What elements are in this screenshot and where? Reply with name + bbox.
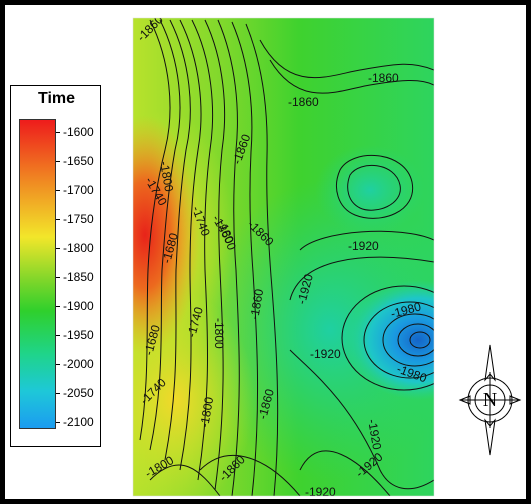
legend-tick [56, 161, 60, 162]
legend-title: Time [37, 90, 76, 107]
contour-label: -1920 [348, 239, 379, 253]
legend-tick-label: -1900 [63, 299, 94, 313]
legend-tick [56, 306, 60, 307]
color-legend: Time -1600 -1650 -1700 -1750 -1800 -1850… [10, 85, 101, 447]
legend-tick [56, 190, 60, 191]
contour-label: -1860 [247, 288, 266, 321]
legend-tick [56, 393, 60, 394]
compass-north-letter: N [483, 389, 497, 411]
contour-label: -1800 [212, 318, 226, 349]
contour-lines [139, 19, 434, 496]
legend-tick-label: -1600 [63, 125, 94, 139]
legend-tick-label: -1950 [63, 328, 94, 342]
contour-label: -1920 [305, 485, 336, 499]
contour-label: -1920 [365, 418, 384, 451]
map-area: -1860 -1860 -1860 -1860 -1860 -1800 -174… [133, 18, 434, 499]
contour-label: -1800 [157, 160, 176, 193]
legend-tick-label: -2100 [63, 415, 94, 429]
legend-tick [56, 422, 60, 423]
legend-tick-label: -1750 [63, 212, 94, 226]
legend-tick-label: -1700 [63, 183, 94, 197]
legend-tick-label: -2000 [63, 357, 94, 371]
legend-tick [56, 248, 60, 249]
legend-tick-label: -1650 [63, 154, 94, 168]
legend-tick [56, 335, 60, 336]
legend-tick [56, 219, 60, 220]
contour-label: -1860 [288, 95, 319, 109]
legend-tick-label: -1800 [63, 241, 94, 255]
contour-label: -1860 [368, 71, 399, 85]
north-arrow-icon: N [458, 344, 522, 456]
contour-label: -1800 [197, 396, 216, 429]
legend-tick-label: -1850 [63, 270, 94, 284]
legend-tick [56, 364, 60, 365]
color-ramp [19, 119, 56, 429]
legend-tick [56, 277, 60, 278]
legend-tick [56, 132, 60, 133]
legend-tick-label: -2050 [63, 386, 94, 400]
contour-label: -1920 [310, 347, 341, 361]
